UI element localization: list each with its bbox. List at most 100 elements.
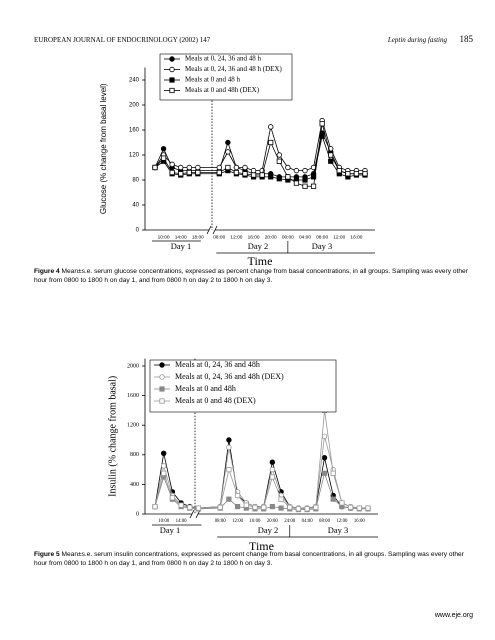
data-point [287,504,293,510]
x-axis-title: Time [249,539,274,553]
legend-label: Meals at 0, 24, 36 and 48h [175,360,260,369]
data-point [242,171,248,177]
y-tick-label: 2000 [127,363,139,369]
data-point [169,161,175,168]
data-point [302,167,308,174]
data-point [226,444,232,451]
data-point [310,174,317,180]
legend-marker [159,386,165,392]
data-point [250,172,257,178]
x-tick-label: 18:00 [192,234,204,240]
day-label: Day 2 [248,241,269,251]
data-point [304,506,310,512]
data-point [268,124,274,130]
data-point [160,155,167,161]
data-point [261,504,267,510]
footer: www.eje.org [434,612,473,619]
data-point [353,171,360,177]
legend-label: Meals at 0 and 48 h [185,76,241,84]
data-point [276,158,282,164]
figure-caption: Figure 5 Mean±s.e. serum insulin concent… [34,551,474,568]
legend-label: Meals at 0 and 48h [175,384,236,393]
x-tick-label: 08:00 [316,234,328,240]
x-tick-label: 16:00 [250,519,262,524]
y-tick-label: 200 [129,103,140,109]
x-tick-label: 14:00 [175,234,187,240]
data-point [195,164,201,171]
data-point [302,183,308,189]
data-point [268,174,274,180]
data-point [234,503,241,510]
data-point [356,505,362,511]
legend-marker [169,87,175,94]
caption-text: Mean±s.e. serum insulin concentrations, … [34,551,464,567]
data-point [234,492,241,499]
data-point [250,167,257,174]
data-point [217,504,223,510]
data-point [269,459,276,465]
data-point [160,146,167,152]
data-point [336,168,342,174]
data-point [295,506,302,512]
data-point [242,164,248,171]
x-axis-title: Time [248,254,273,268]
x-tick-label: 14:00 [176,519,188,524]
data-point [321,470,328,476]
legend-label: Meals at 0 and 48h (DEX) [185,86,260,94]
data-point [178,171,184,177]
data-point [319,121,325,127]
legend-box [159,53,293,101]
x-tick-label: 04:00 [299,234,311,240]
y-tick-label: 160 [129,128,140,134]
data-point [178,164,184,171]
series-line [154,410,368,510]
data-point [302,177,308,183]
data-point [293,167,300,174]
y-tick-label: 1200 [127,423,139,429]
chart: 0 40 80 120 160 200 240 10:00 14:00 18:00 08:00 12:… [99,53,375,268]
day-label: Day 3 [328,525,349,535]
legend-label: Meals at 0, 24, 36 and 48 h (DEX) [185,65,282,73]
x-tick-label: 16:00 [350,234,362,240]
page-number: 185 [459,34,474,44]
data-point [225,164,231,171]
data-point [226,437,232,443]
data-point [226,496,232,502]
x-tick-label: 20:00 [265,234,277,240]
x-tick-label: 08:00 [319,519,331,524]
figure-caption: Figure 4 Mean±s.e. serum glucose concent… [34,268,474,285]
day-label: Day 3 [312,241,333,251]
x-tick-label: 04:00 [302,519,314,524]
figure-label: Figure 5 [34,551,60,558]
y-tick-label: 80 [132,178,139,184]
series-line [154,439,368,509]
x-tick-label: 10:00 [158,234,170,240]
x-tick-label: 16:00 [248,234,260,240]
journal-name: EUROPEAN JOURNAL OF ENDOCRINOLOGY (2002)… [34,36,211,44]
y-tick-label: 40 [132,203,139,209]
data-point [339,500,345,506]
data-point [321,433,328,439]
data-point [216,169,222,176]
data-point [269,466,276,473]
data-point [321,455,328,461]
legend-marker [159,398,165,404]
data-point [269,503,275,510]
data-point [233,164,240,171]
figure-label: Figure 4 [34,268,60,275]
data-point [226,466,232,473]
data-point [243,502,249,508]
data-point [362,171,368,177]
data-point [160,450,167,457]
data-point [348,504,354,510]
legend-marker [169,77,175,83]
data-point [259,172,265,178]
x-tick-label: 08:00 [215,519,227,524]
data-point [178,502,184,508]
x-tick-label: 12:00 [230,234,242,240]
data-point [233,169,240,176]
x-tick-label: 00:00 [282,234,294,240]
legend-label: Meals at 0, 24, 36 and 48 h [185,55,262,63]
